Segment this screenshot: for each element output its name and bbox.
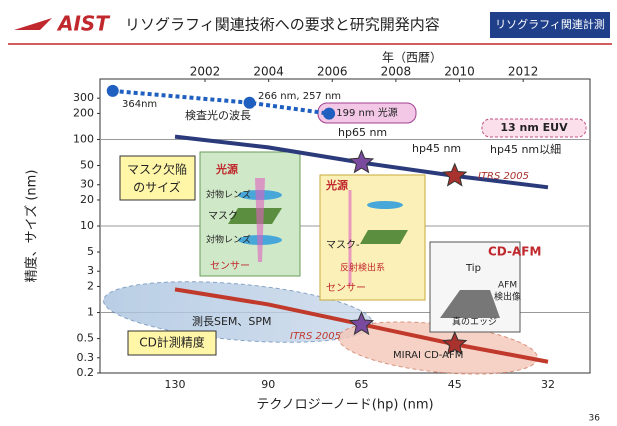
series-label: ITRS 2005 (478, 171, 529, 182)
y-tick-label: 2 (87, 279, 94, 292)
x-tick-label: 45 (448, 378, 462, 391)
y-tick-label: 100 (73, 132, 94, 145)
lens-3 (367, 201, 403, 209)
annotation: センサー (326, 282, 366, 294)
defect-box (119, 155, 196, 201)
star-marker (348, 311, 375, 336)
annotation: 対物レンズ (206, 234, 251, 246)
star-marker (442, 330, 468, 355)
y-tick-label: 3 (87, 264, 94, 277)
annotation: hp45 nm以細 (490, 143, 561, 156)
x2-tick-label: 2002 (190, 65, 221, 79)
annotation: MIRAI CD-AFM (393, 350, 463, 361)
x2-tick-label: 2008 (381, 65, 412, 79)
y-tick-label: 300 (73, 91, 94, 104)
series-label: ITRS 2005 (290, 331, 341, 342)
annotation: のサイズ (133, 180, 181, 195)
euv-box (481, 118, 587, 138)
mask-1 (228, 208, 282, 224)
annotation: CD計測精度 (139, 335, 205, 350)
wavelength-point (106, 84, 119, 97)
annotation: 反射検出系 (340, 262, 385, 274)
star-marker (348, 149, 375, 174)
annotation: 検出像 (494, 291, 521, 303)
annotation: 光源 (215, 162, 238, 176)
annotation: AFM (498, 281, 517, 291)
y-tick-label: 200 (73, 106, 94, 119)
annotation: センサー (210, 260, 250, 272)
y-tick-label: 0.2 (77, 366, 95, 379)
beam-1 (255, 178, 265, 262)
y-tick-label: 1 (87, 306, 94, 319)
logo: AIST (56, 12, 110, 36)
cd-box (127, 330, 217, 356)
y-tick-label: 30 (80, 178, 94, 191)
mask-2 (360, 230, 408, 244)
value-label: 199 nm 光源 (336, 106, 398, 119)
tag: リソグラフィ関連計測 (495, 17, 605, 31)
x-tick-label: 65 (355, 378, 369, 391)
x-tick-label: 32 (541, 378, 555, 391)
y-tick-label: 0.3 (77, 351, 95, 364)
x-axis-title: テクノロジーノード(hp) (nm) (256, 398, 433, 413)
logo-mark (14, 18, 52, 30)
x2-tick-label: 2006 (317, 65, 348, 79)
star-marker (442, 162, 468, 187)
x-tick-label: 90 (261, 378, 275, 391)
series-line (112, 88, 330, 116)
annotation: マスク欠陥 (127, 162, 187, 177)
page-number: 36 (589, 414, 601, 424)
slide-title: リソグラフィ関連技術への要求と研究開発内容 (125, 16, 440, 34)
annotation: マスク (208, 210, 238, 222)
annotation: hp65 nm (338, 126, 387, 139)
value-label: 364nm (122, 99, 157, 110)
tag-box (490, 12, 610, 38)
annotation: 13 nm EUV (500, 121, 568, 134)
annotation: マスク- (326, 239, 360, 251)
y-tick-label: 5 (87, 245, 94, 258)
value-label: 266 nm, 257 nm (258, 91, 341, 102)
annotation: Tip (465, 263, 481, 274)
wavelength-point (243, 96, 256, 109)
y-tick-label: 50 (80, 159, 94, 172)
afm-sample (440, 290, 500, 318)
x2-tick-label: 2010 (444, 65, 475, 79)
annotation: hp45 nm (412, 142, 461, 155)
y-tick-label: 20 (80, 193, 94, 206)
y-tick-label: 0.5 (77, 332, 95, 345)
annotation: 測長SEM、SPM (192, 314, 272, 328)
x2-axis-title: 年（西暦） (382, 51, 442, 65)
annotation: 真のエッジ (452, 316, 497, 328)
annotation: 対物レンズ (206, 189, 251, 201)
series-label: 検査光の波長 (185, 108, 251, 122)
x-tick-label: 130 (165, 378, 186, 391)
wavelength-point (323, 107, 336, 120)
annotation: CD-AFM (488, 245, 541, 259)
y-tick-label: 10 (80, 219, 94, 232)
annotation: 光源 (325, 178, 348, 192)
y-axis-title: 精度、サイズ (nm) (24, 170, 40, 283)
x2-tick-label: 2012 (508, 65, 539, 79)
x2-tick-label: 2004 (253, 65, 284, 79)
